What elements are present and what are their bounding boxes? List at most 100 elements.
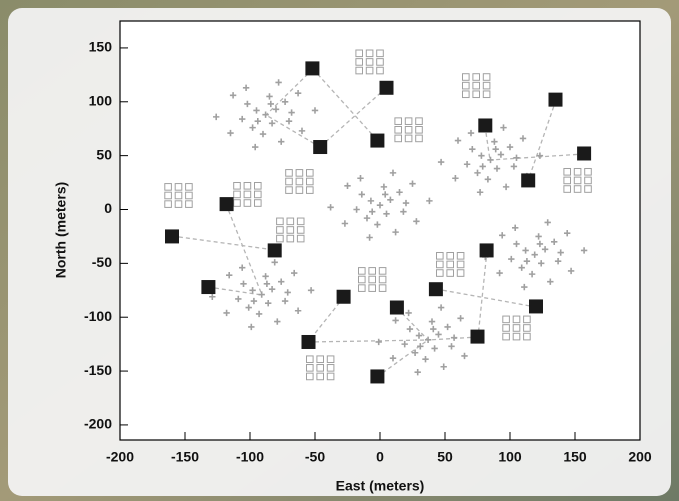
plus-marker — [263, 280, 271, 288]
y-tick-label: -50 — [92, 254, 112, 270]
open-square-marker — [254, 199, 262, 207]
link — [171, 235, 276, 251]
plus-marker — [487, 156, 494, 164]
open-square-marker — [243, 199, 252, 207]
open-square-marker — [355, 66, 363, 75]
open-square-marker — [306, 186, 314, 194]
plus-marker — [508, 255, 515, 263]
plus-marker — [476, 189, 484, 196]
plus-marker — [259, 130, 267, 138]
plus-marker — [538, 260, 545, 267]
plus-marker — [409, 180, 416, 187]
plus-marker — [387, 196, 394, 204]
plus-marker — [229, 92, 237, 99]
plus-marker — [226, 272, 233, 279]
plus-marker — [265, 300, 272, 307]
plus-marker — [554, 257, 562, 265]
plus-marker — [493, 165, 501, 172]
open-square-marker — [316, 364, 324, 372]
open-square-marker — [355, 58, 363, 66]
plus-marker — [497, 151, 505, 158]
x-tick-label: 150 — [563, 449, 587, 465]
plus-marker — [392, 228, 399, 236]
open-square-marker — [286, 226, 295, 234]
open-square-marker — [512, 315, 521, 324]
open-square-marker — [472, 81, 480, 90]
open-square-marker — [174, 191, 183, 200]
open-square-marker — [456, 269, 465, 277]
open-square-marker — [365, 58, 374, 66]
open-square-marker — [584, 167, 592, 176]
plus-marker — [431, 345, 438, 352]
plus-marker — [557, 249, 564, 256]
open-square-marker — [296, 234, 305, 243]
plus-marker — [268, 286, 276, 293]
plus-marker — [521, 283, 528, 291]
link — [307, 339, 429, 343]
plus-marker — [253, 107, 260, 114]
plus-marker — [484, 176, 492, 183]
open-square-marker — [286, 234, 295, 243]
x-axis-title: East (meters) — [336, 478, 425, 494]
plus-marker — [402, 199, 410, 207]
x-tick-label: -200 — [106, 449, 134, 465]
open-square-marker — [358, 267, 366, 275]
plus-marker — [400, 208, 407, 215]
open-square-marker — [185, 183, 193, 191]
plus-marker — [235, 295, 242, 303]
link — [207, 286, 263, 296]
open-square-marker — [446, 260, 454, 269]
open-square-marker — [368, 267, 376, 275]
link — [265, 68, 314, 116]
open-square-marker — [286, 217, 295, 226]
open-square-marker — [306, 177, 314, 186]
plus-marker — [536, 152, 544, 159]
open-square-marker — [355, 49, 363, 58]
open-square-marker — [164, 191, 172, 200]
plus-marker — [244, 100, 251, 108]
open-square-marker — [326, 364, 335, 372]
plus-marker — [474, 169, 481, 177]
plus-marker — [249, 124, 256, 131]
open-square-marker — [462, 73, 470, 81]
open-square-marker — [502, 324, 510, 332]
open-square-marker — [326, 372, 335, 381]
plus-marker — [435, 331, 442, 338]
plus-marker — [469, 145, 476, 153]
open-square-marker — [365, 49, 374, 58]
plus-marker — [307, 287, 315, 294]
filled-square-marker — [529, 299, 543, 314]
x-tick-label: 100 — [498, 449, 522, 465]
open-square-marker — [584, 185, 592, 193]
plus-marker — [294, 307, 302, 314]
links — [171, 68, 585, 378]
plus-marker — [463, 161, 471, 168]
filled-square-marker — [201, 280, 216, 295]
plus-marker — [285, 117, 293, 125]
filled-square-marker — [577, 146, 592, 161]
plus-marker — [288, 109, 295, 116]
plus-marker — [240, 280, 247, 288]
open-square-marker — [316, 372, 324, 381]
plus-marker — [298, 127, 306, 135]
plus-marker — [500, 124, 507, 131]
plus-marker — [518, 264, 525, 271]
plus-marker — [452, 175, 459, 182]
link — [427, 336, 479, 341]
plus-marker — [528, 270, 536, 278]
open-square-marker — [404, 125, 413, 134]
open-square-marker — [365, 66, 374, 75]
open-square-marker — [436, 269, 444, 277]
link — [489, 153, 585, 161]
plus-marker — [536, 240, 544, 248]
plus-marker — [239, 115, 246, 123]
filled-square-marker — [478, 118, 493, 133]
open-square-marker — [376, 49, 384, 58]
plus-marker — [272, 106, 280, 113]
plus-marker — [457, 315, 464, 322]
plus-marker — [389, 169, 397, 177]
filled-square-marker — [305, 61, 320, 76]
plus-marker — [551, 238, 558, 246]
x-tick-label: -150 — [171, 449, 199, 465]
plus-marker — [499, 232, 506, 239]
